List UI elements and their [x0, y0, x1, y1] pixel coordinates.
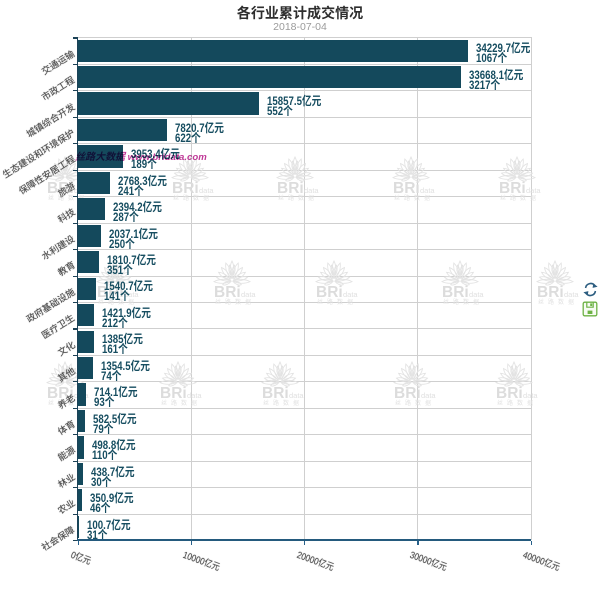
svg-text:BRi: BRi: [172, 180, 199, 197]
svg-text:丝路数据: 丝路数据: [263, 399, 303, 407]
svg-text:BRi: BRi: [393, 180, 420, 197]
svg-text:丝路数据: 丝路数据: [443, 298, 483, 306]
svg-text:BRi: BRi: [537, 284, 564, 301]
svg-text:BRi: BRi: [47, 180, 74, 197]
svg-text:丝路数据: 丝路数据: [161, 399, 201, 407]
svg-text:丝路数据: 丝路数据: [317, 298, 357, 306]
svg-text:丝路数据: 丝路数据: [394, 194, 434, 202]
svg-text:data: data: [564, 290, 579, 299]
svg-text:data: data: [343, 290, 358, 299]
svg-text:data: data: [523, 391, 538, 400]
svg-text:BRi: BRi: [160, 385, 187, 402]
svg-text:丝路数据: 丝路数据: [278, 194, 318, 202]
svg-text:丝路数据: 丝路数据: [48, 399, 88, 407]
svg-text:BRi: BRi: [442, 284, 469, 301]
svg-text:BRi: BRi: [499, 180, 526, 197]
svg-text:data: data: [187, 391, 202, 400]
svg-text:丝路数据: 丝路数据: [497, 399, 537, 407]
svg-text:丝路数据: 丝路数据: [98, 298, 138, 306]
svg-text:data: data: [241, 290, 256, 299]
svg-text:BRi: BRi: [277, 180, 304, 197]
svg-text:data: data: [304, 186, 319, 195]
svg-text:data: data: [420, 186, 435, 195]
svg-text:data: data: [289, 391, 304, 400]
svg-text:BRi: BRi: [97, 284, 124, 301]
svg-text:data: data: [469, 290, 484, 299]
svg-text:丝路数据: 丝路数据: [215, 298, 255, 306]
svg-text:丝路数据: 丝路数据: [395, 399, 435, 407]
svg-text:丝路数据: 丝路数据: [500, 194, 540, 202]
svg-text:BRi: BRi: [394, 385, 421, 402]
svg-text:data: data: [526, 186, 541, 195]
svg-text:BRi: BRi: [47, 385, 74, 402]
svg-text:data: data: [199, 186, 214, 195]
svg-text:丝路数据: 丝路数据: [48, 194, 88, 202]
svg-text:BRi: BRi: [262, 385, 289, 402]
svg-text:BRi: BRi: [496, 385, 523, 402]
svg-text:BRi: BRi: [316, 284, 343, 301]
svg-text:丝路数据: 丝路数据: [538, 298, 578, 306]
svg-text:data: data: [124, 290, 139, 299]
svg-text:BRi: BRi: [214, 284, 241, 301]
svg-text:data: data: [421, 391, 436, 400]
svg-text:丝路数据: 丝路数据: [173, 194, 213, 202]
